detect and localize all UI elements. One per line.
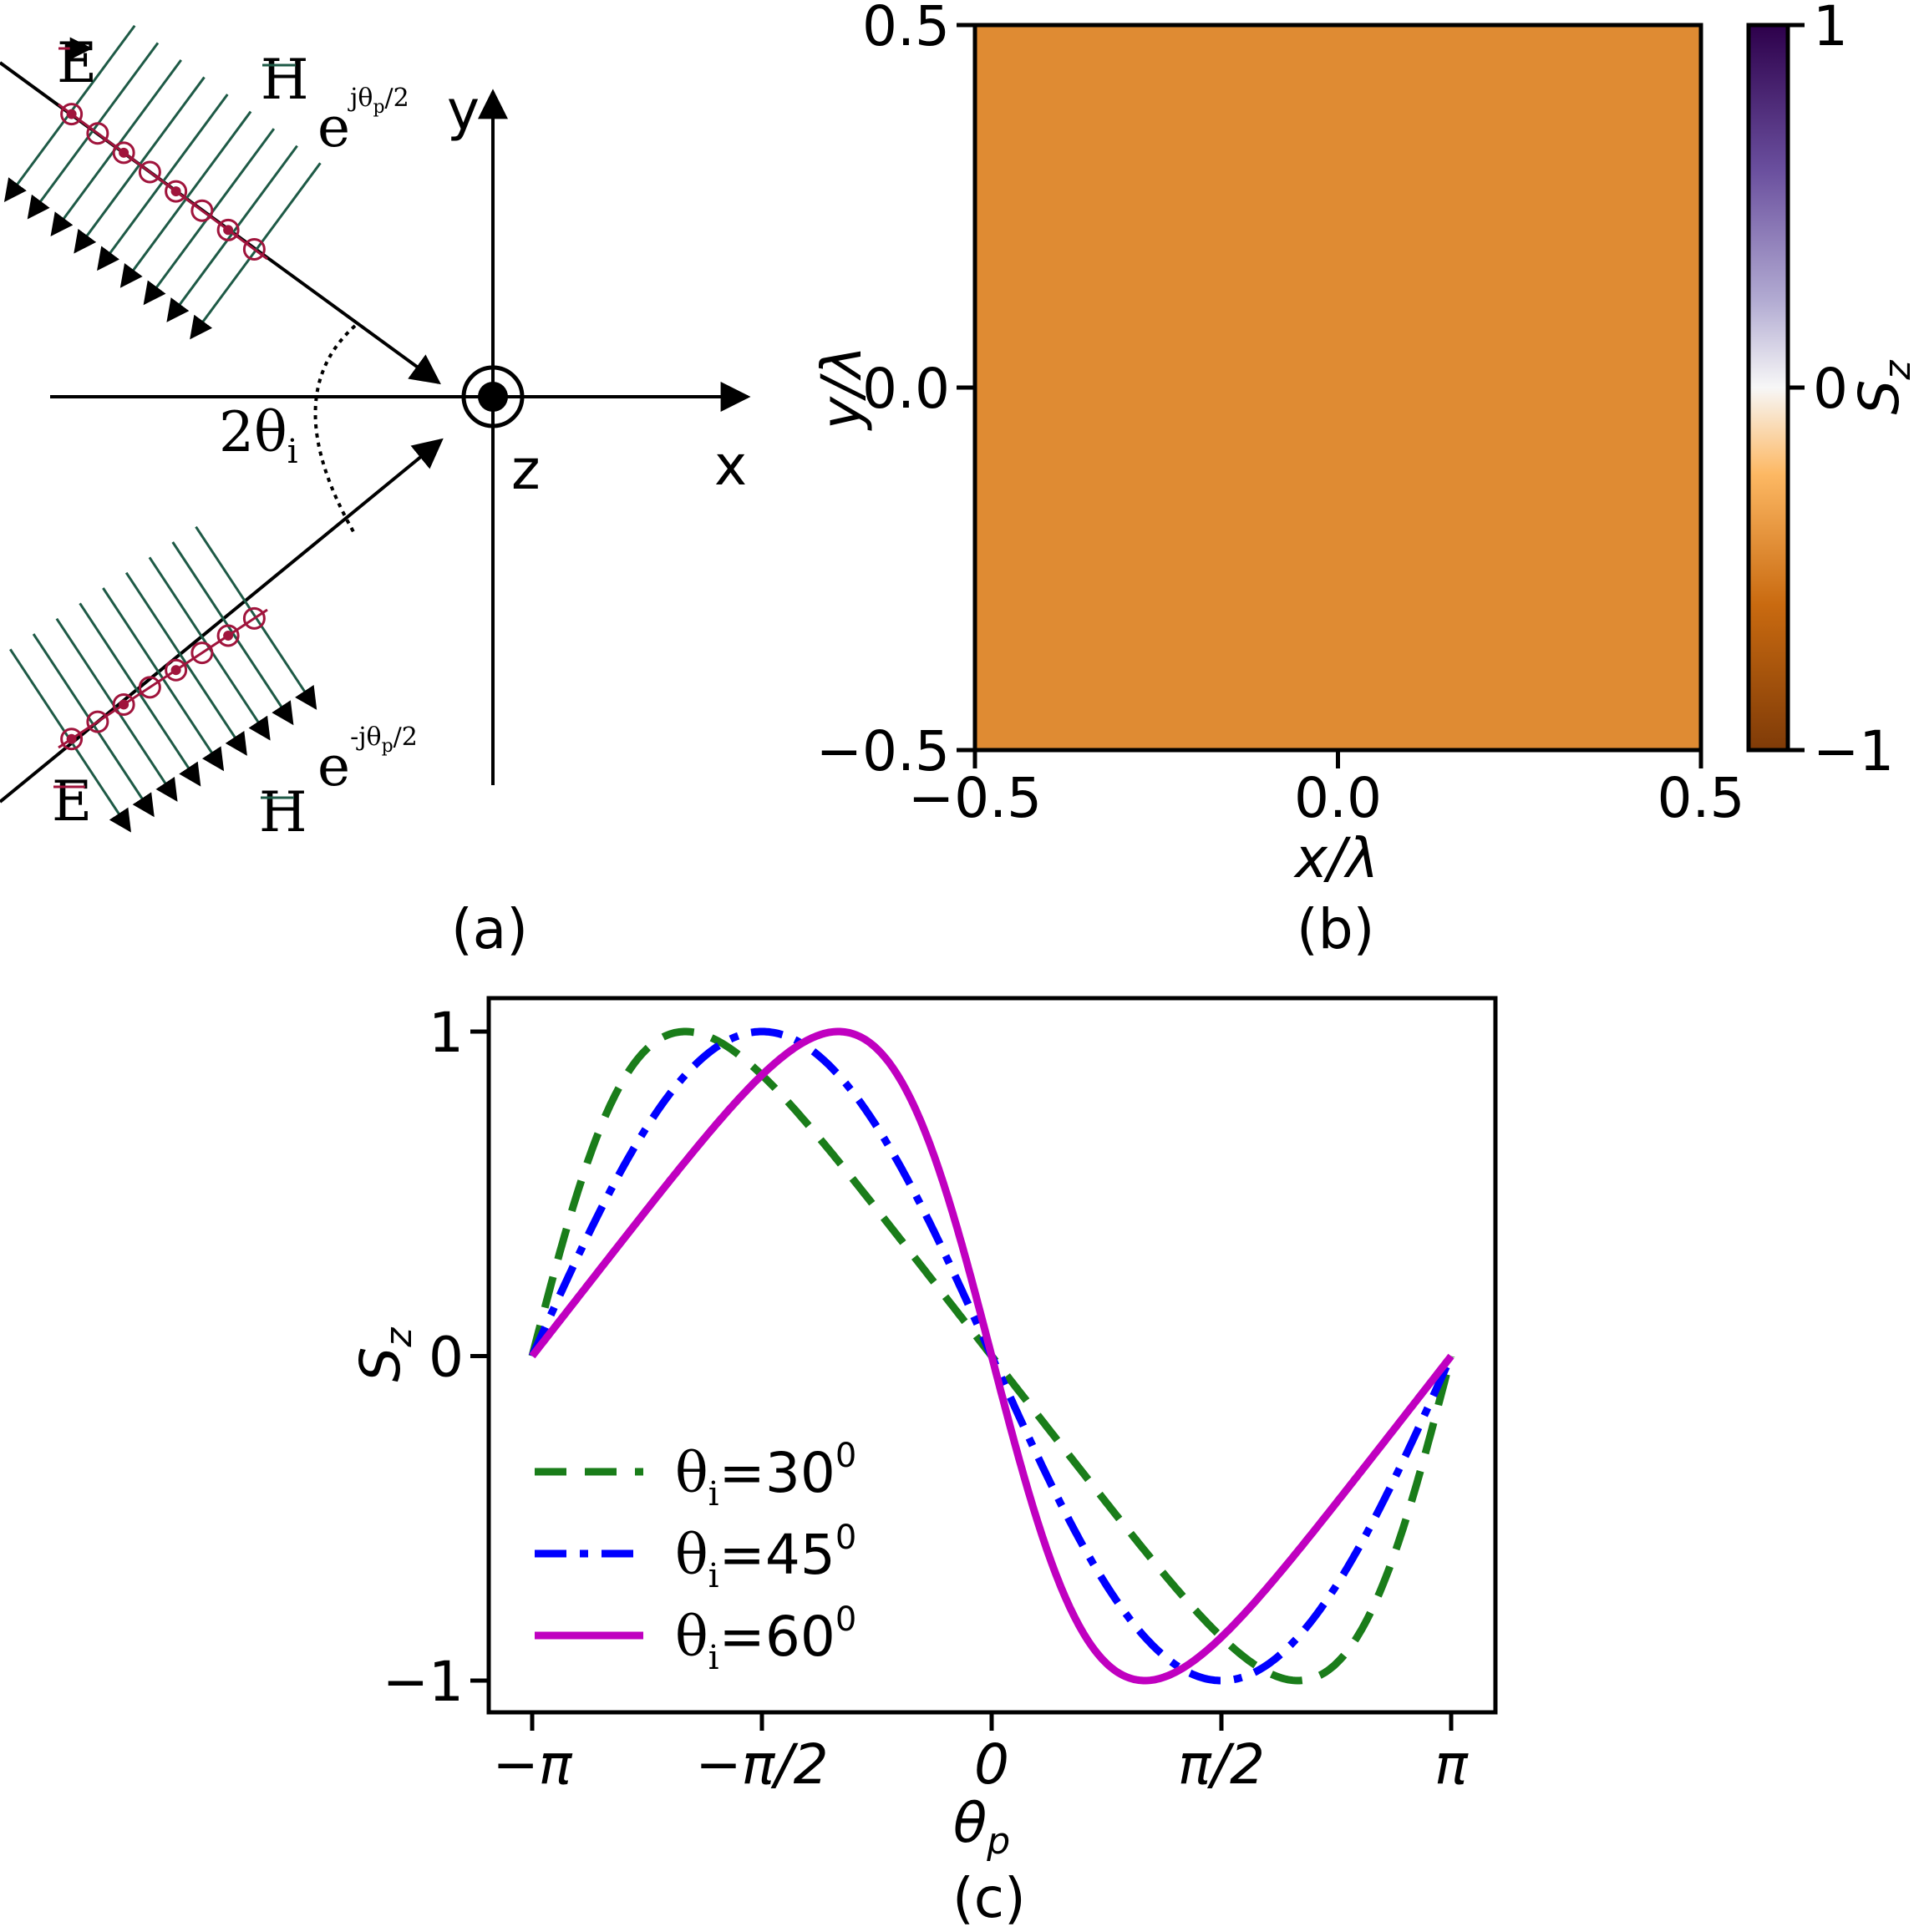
axis-y-label: y <box>447 79 480 143</box>
e-field-node <box>86 710 109 733</box>
line-y-tick: 1 <box>429 1001 464 1065</box>
e-field-node <box>190 641 214 665</box>
e-field-node <box>242 237 266 261</box>
e-field-node <box>86 122 109 145</box>
panel-a-diagram: x y z 2θi E H E H ejθp/2 e-jθp/2 (a) <box>0 24 751 961</box>
lower-h-label: H <box>259 780 307 844</box>
upper-h-label: H <box>261 48 309 112</box>
e-field-line <box>58 103 268 261</box>
colorbar-tick: 1 <box>1813 0 1848 58</box>
panel-b-heatmap: −0.5 0.0 0.5 −0.5 0.0 0.5 x/λ y/λ −1 0 1 Sz (b) <box>810 0 1919 961</box>
heatmap-y-tick: 0.5 <box>862 0 950 58</box>
angle-arc <box>313 324 357 535</box>
line-ylabel: Sz <box>348 1327 420 1382</box>
line-x-tick: −π <box>492 1732 572 1797</box>
line-x-tick: 0 <box>974 1732 1009 1797</box>
line-y-tick: 0 <box>429 1326 464 1390</box>
e-field-node <box>60 728 84 751</box>
colorbar-ticks: −1 0 1 <box>1788 0 1894 783</box>
upper-wave-fields <box>3 24 322 340</box>
panel-c-line-chart: −π −π/2 0 π/2 π −1 0 1 θp Sz θi=300θi=450θi=600… <box>348 996 1498 1930</box>
e-field-node <box>112 141 135 165</box>
heatmap-xlabel: x/λ <box>1293 826 1378 890</box>
e-field-line <box>58 608 268 749</box>
axis-z-label: z <box>511 438 541 502</box>
line-x-tick: π <box>1434 1732 1469 1797</box>
heatmap-x-tick: −0.5 <box>908 766 1042 830</box>
panel-c-caption: (c) <box>952 1866 1026 1930</box>
line-ticks: −π −π/2 0 π/2 π −1 0 1 <box>383 1001 1469 1797</box>
lower-wave-fields <box>9 525 317 833</box>
e-field-node <box>190 199 214 222</box>
line-xlabel: θp <box>953 1791 1010 1863</box>
e-field-node <box>138 676 161 699</box>
colorbar-tick: −1 <box>1813 719 1894 783</box>
colorbar <box>1746 23 1790 753</box>
line-x-tick: π/2 <box>1178 1732 1265 1797</box>
lower-phase-label: e-jθp/2 <box>317 723 418 799</box>
e-field-node <box>165 180 188 203</box>
colorbar-label: Sz <box>1847 360 1919 415</box>
line-x-tick: −π/2 <box>695 1732 828 1797</box>
angle-label: 2θi <box>219 400 298 471</box>
series-line <box>529 1027 1454 1685</box>
legend-entry: θi=450 <box>675 1519 856 1595</box>
colorbar-tick: 0 <box>1813 357 1848 421</box>
heatmap-ylabel: y/λ <box>810 346 874 431</box>
z-out-of-page-icon <box>461 365 525 428</box>
lower-e-label: E <box>52 769 92 834</box>
legend-entry: θi=600 <box>675 1600 856 1677</box>
e-field-node <box>216 218 240 241</box>
e-field-node <box>216 624 240 647</box>
heatmap-y-tick: −0.5 <box>816 719 950 783</box>
legend-entry: θi=300 <box>675 1437 856 1514</box>
upper-e-label: E <box>57 31 97 95</box>
heatmap-x-tick: 0.5 <box>1658 766 1745 830</box>
e-field-node <box>112 692 135 716</box>
e-field-node <box>242 606 266 630</box>
heatmap-ticks: −0.5 0.0 0.5 −0.5 0.0 0.5 <box>816 0 1745 830</box>
heatmap-x-tick: 0.0 <box>1294 766 1382 830</box>
upper-phase-label: ejθp/2 <box>317 84 409 160</box>
e-field-node <box>138 160 161 184</box>
axis-x-label: x <box>714 434 747 498</box>
line-y-tick: −1 <box>383 1650 464 1714</box>
heatmap-y-tick: 0.0 <box>862 357 950 421</box>
e-field-node <box>165 658 188 682</box>
line-series-group <box>528 1027 1455 1685</box>
heatmap-area <box>972 23 1703 753</box>
panel-b-caption: (b) <box>1297 897 1374 961</box>
panel-a-caption: (a) <box>451 897 528 961</box>
e-field-node <box>60 103 84 126</box>
